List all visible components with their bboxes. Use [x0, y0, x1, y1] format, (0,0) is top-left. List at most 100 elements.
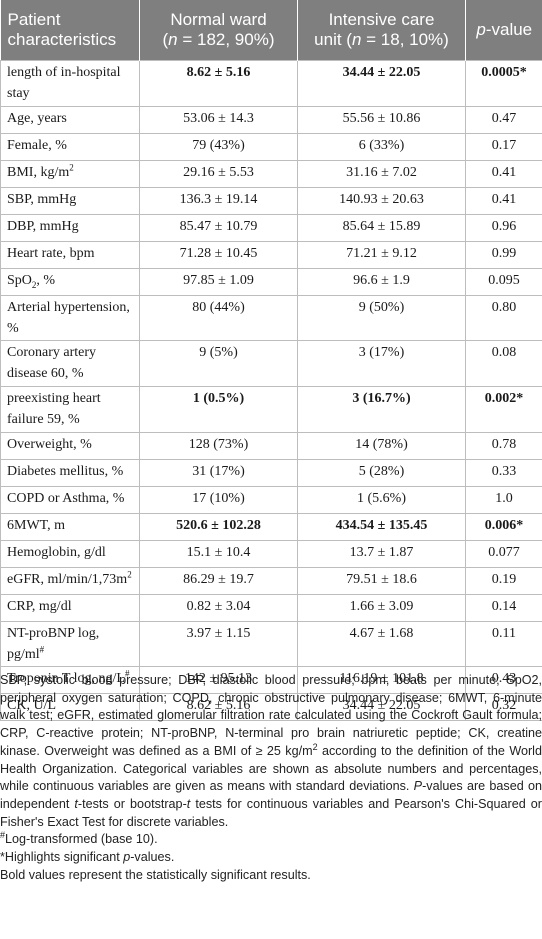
p-value: 0.99 — [465, 241, 542, 269]
abbreviations-note: SBP, systolic blood pressure; DBP, diast… — [0, 672, 542, 831]
row-label-superscript: # — [39, 644, 45, 655]
note-superscript: 2 — [312, 741, 318, 752]
note-text: tests for continuous variables and Pears… — [0, 796, 542, 829]
icu-value: 1.66 ± 3.09 — [297, 594, 466, 622]
table-row: SpO2, % 97.85 ± 1.09 96.6 ± 1.9 0.095 — [0, 268, 542, 296]
table-row: DBP, mmHg 85.47 ± 10.79 85.64 ± 15.89 0.96 — [0, 214, 542, 242]
row-label-subscript: 2 — [31, 279, 37, 290]
table-row: CK, U/L 8.62 ± 5.16 34.44 ± 22.05 0.32 — [0, 693, 542, 721]
bold-note: Bold values represent the statistically … — [0, 867, 542, 885]
header-n-symbol: n — [168, 30, 178, 49]
normal-ward-value: 85.47 ± 10.79 — [139, 214, 298, 242]
table-row: Diabetes mellitus, % 31 (17%) 5 (28%) 0.33 — [0, 459, 542, 487]
normal-ward-value: 79 (43%) — [139, 133, 298, 161]
p-value: 0.14 — [465, 594, 542, 622]
icu-value: 55.56 ± 10.86 — [297, 106, 466, 134]
normal-ward-value: 15.1 ± 10.4 — [139, 540, 298, 568]
icu-value: 434.54 ± 135.45 — [297, 513, 466, 541]
table-row: preexisting heart failure 59, % 1 (0.5%) 3… — [0, 386, 542, 433]
p-value: 0.47 — [465, 106, 542, 134]
normal-ward-value: 520.6 ± 102.28 — [139, 513, 298, 541]
note-text: Bold values represent the statistically … — [0, 867, 311, 882]
header-p-symbol: p — [476, 20, 486, 39]
row-label: CRP, mg/dl — [0, 594, 140, 622]
table-row: Female, % 79 (43%) 6 (33%) 0.17 — [0, 133, 542, 161]
normal-ward-value: 29.16 ± 5.53 — [139, 160, 298, 188]
p-value: 1.0 — [465, 486, 542, 514]
header-p-rest: -value — [485, 20, 533, 39]
row-label-text: Coronary artery disease 60, % — [7, 345, 97, 381]
note-text: -tests or bootstrap- — [77, 796, 187, 811]
p-value: 0.17 — [465, 133, 542, 161]
table-row: length of in-hospital stay 8.62 ± 5.16 34.… — [0, 60, 542, 107]
log-note: #Log-transformed (base 10). — [0, 831, 542, 849]
row-label-text: DBP, mmHg — [7, 219, 79, 234]
table-row: COPD or Asthma, % 17 (10%) 1 (5.6%) 1.0 — [0, 486, 542, 514]
table-row: NT-proBNP log, pg/ml# 3.97 ± 1.15 4.67 ± 1… — [0, 621, 542, 667]
p-value: 0.43 — [465, 666, 542, 694]
table-row: BMI, kg/m2 29.16 ± 5.53 31.16 ± 7.02 0.41 — [0, 160, 542, 188]
table-row: Hemoglobin, g/dl 15.1 ± 10.4 13.7 ± 1.87 0.… — [0, 540, 542, 568]
row-label-text: Hemoglobin, g/dl — [7, 545, 106, 560]
header-line: characteristics — [7, 30, 117, 49]
row-label-text: 6MWT, m — [7, 518, 66, 533]
row-label-superscript: # — [125, 668, 130, 679]
p-value: 0.33 — [465, 459, 542, 487]
table-row: SBP, mmHg 136.3 ± 19.14 140.93 ± 20.63 0.41 — [0, 187, 542, 215]
row-label-text: Diabetes mellitus, % — [7, 464, 124, 479]
row-label: SpO2, % — [0, 268, 140, 296]
row-label: Hemoglobin, g/dl — [0, 540, 140, 568]
row-label: preexisting heart failure 59, % — [0, 386, 140, 433]
header-line: Patient — [7, 10, 61, 29]
normal-ward-value: 8.62 ± 5.16 — [139, 60, 298, 107]
table-footnotes: SBP, systolic blood pressure; DBP, diast… — [0, 672, 542, 884]
icu-value: 14 (78%) — [297, 432, 466, 460]
icu-value: 85.64 ± 15.89 — [297, 214, 466, 242]
row-label-text: preexisting heart failure 59, % — [7, 391, 101, 427]
row-label-text: CRP, mg/dl — [7, 599, 72, 614]
row-label-superscript: 2 — [69, 162, 74, 173]
row-label: Diabetes mellitus, % — [0, 459, 140, 487]
normal-ward-value: 86.29 ± 19.7 — [139, 567, 298, 595]
row-label-text: CK, U/L — [7, 698, 56, 713]
note-italic: t — [74, 796, 78, 811]
row-label-text: Heart rate, bpm — [7, 246, 95, 261]
note-text: according to the definition of the World… — [0, 743, 542, 794]
header-normal-ward: Normal ward (n = 182, 90%) — [139, 0, 298, 61]
normal-ward-value: 71.28 ± 10.45 — [139, 241, 298, 269]
row-label-text: Overweight, % — [7, 437, 92, 452]
p-value: 0.002* — [465, 386, 542, 433]
icu-value: 3 (16.7%) — [297, 386, 466, 433]
table-figure: Patient characteristics Normal ward (n =… — [0, 0, 542, 882]
note-text: -values. — [130, 850, 175, 865]
table-row: CRP, mg/dl 0.82 ± 3.04 1.66 ± 3.09 0.14 — [0, 594, 542, 622]
normal-ward-value: 80 (44%) — [139, 295, 298, 341]
table-row: Age, years 53.06 ± 14.3 55.56 ± 10.86 0.47 — [0, 106, 542, 134]
table-row: Coronary artery disease 60, % 9 (5%) 3 (17… — [0, 340, 542, 387]
p-value: 0.006* — [465, 513, 542, 541]
row-label-text: BMI, kg/m — [7, 165, 70, 180]
p-value: 0.80 — [465, 295, 542, 341]
normal-ward-value: 142 ± 95.13 — [139, 666, 298, 694]
note-text: Log-transformed (base 10). — [5, 832, 158, 847]
row-label-text: SpO — [7, 273, 32, 288]
p-value: 0.41 — [465, 187, 542, 215]
row-label: SBP, mmHg — [0, 187, 140, 215]
row-label-text: Age, years — [7, 111, 67, 126]
normal-ward-value: 9 (5%) — [139, 340, 298, 387]
icu-value: 9 (50%) — [297, 295, 466, 341]
p-value: 0.08 — [465, 340, 542, 387]
note-text: *Highlights significant — [0, 850, 124, 865]
significance-note: *Highlights significant p-values. — [0, 849, 542, 867]
row-label: BMI, kg/m2 — [0, 160, 140, 188]
normal-ward-value: 97.85 ± 1.09 — [139, 268, 298, 296]
table-row: Overweight, % 128 (73%) 14 (78%) 0.78 — [0, 432, 542, 460]
row-label-text: SBP, mmHg — [7, 192, 77, 207]
icu-value: 6 (33%) — [297, 133, 466, 161]
note-italic: p — [123, 850, 131, 865]
header-line-prefix: ( — [162, 30, 169, 49]
note-text: SBP, systolic blood pressure; DBP, diast… — [0, 673, 542, 758]
normal-ward-value: 53.06 ± 14.3 — [139, 106, 298, 134]
row-label: Overweight, % — [0, 432, 140, 460]
header-line-rest: = 182, 90%) — [177, 30, 275, 49]
